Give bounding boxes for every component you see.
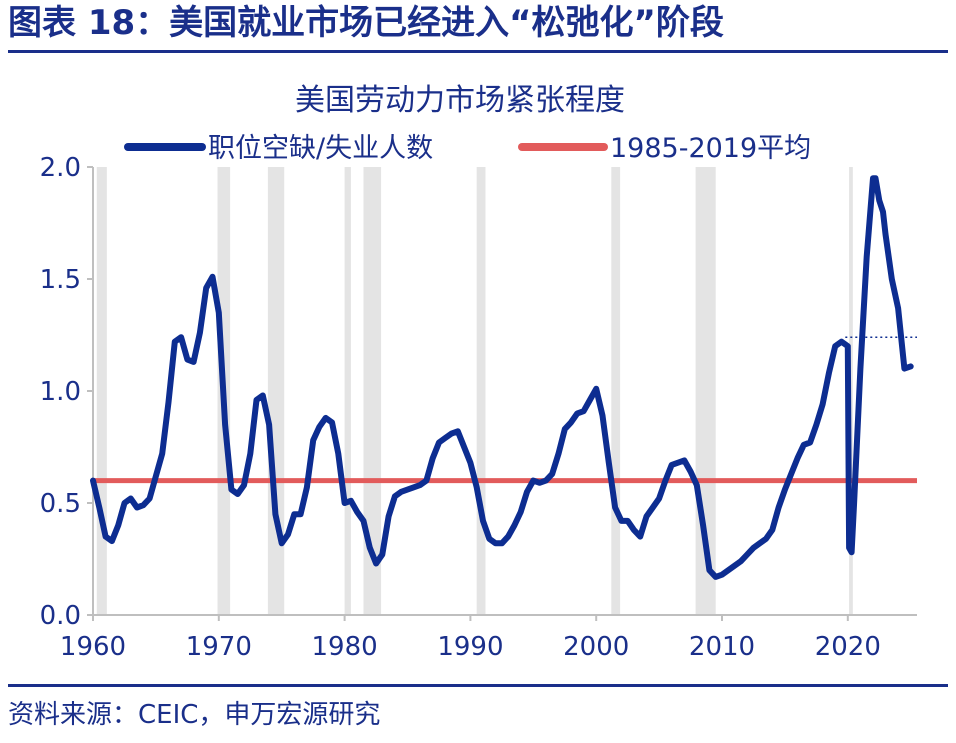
- recession-band-6: [611, 167, 621, 615]
- figure-title: 图表 18：美国就业市场已经进入“松弛化”阶段: [8, 3, 724, 43]
- recession-band-4: [363, 167, 382, 615]
- y-tick-label-3: 1.5: [40, 265, 81, 295]
- recession-band-3: [344, 167, 351, 615]
- x-tick-label-4: 2000: [563, 632, 629, 662]
- x-tick-label-6: 2020: [815, 632, 881, 662]
- vacancy-unemployment-ratio-line: [90, 175, 914, 580]
- x-tick-label-3: 1990: [437, 632, 503, 662]
- chart-title: 美国劳动力市场紧张程度: [295, 83, 625, 118]
- y-tick-label-2: 1.0: [40, 377, 81, 407]
- x-tick-label-0: 1960: [60, 632, 126, 662]
- x-tick-label-2: 1980: [312, 632, 378, 662]
- x-tick-label-1: 1970: [186, 632, 252, 662]
- tick-labels-group: 0.0 0.5 1.0 1.5 2.0 1960 1970 1980 1990 2000 2010 2…: [40, 153, 881, 662]
- y-tick-label-4: 2.0: [40, 153, 81, 183]
- recession-band-0: [96, 167, 107, 615]
- y-tick-label-1: 0.5: [40, 489, 81, 519]
- series-group: [90, 175, 917, 580]
- legend-label-ratio: 职位空缺/失业人数: [208, 133, 433, 164]
- footer-rule: [8, 684, 948, 687]
- x-tick-label-5: 2010: [689, 632, 755, 662]
- legend: 职位空缺/失业人数 1985-2019平均: [124, 133, 811, 164]
- legend-label-average: 1985-2019平均: [610, 133, 811, 164]
- y-tick-label-0: 0.0: [40, 601, 81, 631]
- axes-group: [87, 166, 917, 621]
- recession-shading-group: [96, 167, 853, 615]
- source-note: 资料来源：CEIC，申万宏源研究: [8, 700, 381, 730]
- recession-band-5: [476, 167, 486, 615]
- header-rule: [8, 50, 948, 53]
- labor-market-tightness-chart: 0.0 0.5 1.0 1.5 2.0 1960 1970 1980 1990 2000 2010 2…: [40, 83, 917, 662]
- recession-band-2: [267, 167, 285, 615]
